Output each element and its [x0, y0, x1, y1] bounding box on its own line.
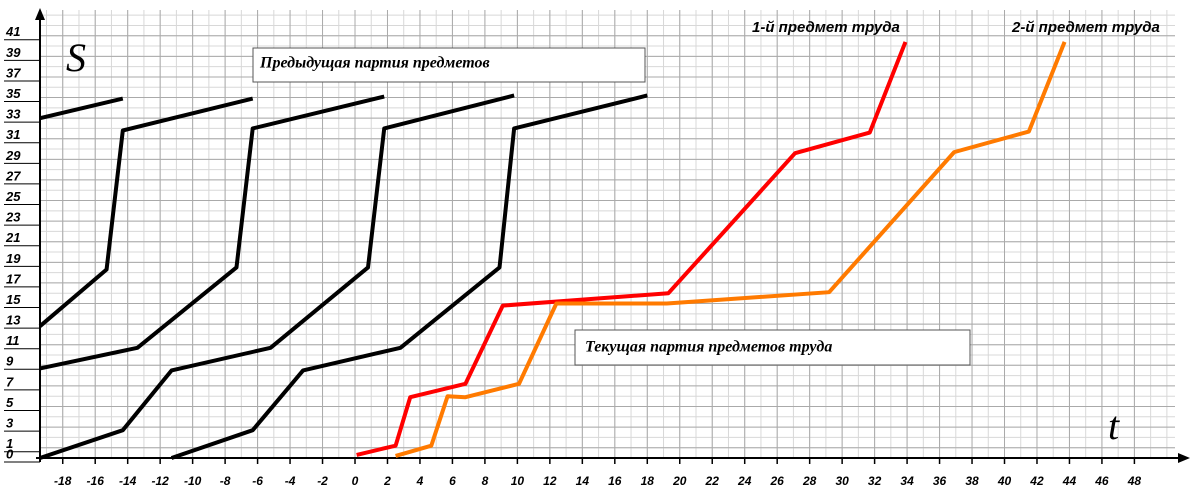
- x-tick-label: -10: [184, 474, 202, 488]
- y-tick-label: 7: [6, 374, 14, 389]
- series-line: [356, 41, 908, 457]
- y-tick-label: 23: [5, 210, 21, 225]
- y-tick-label: 17: [6, 271, 21, 286]
- x-tick-label: -6: [252, 474, 263, 488]
- y-tick-label: 33: [6, 107, 21, 122]
- y-tick-label: 21: [5, 230, 20, 245]
- x-tick-label: 22: [705, 474, 720, 488]
- x-tick-label: -2: [317, 474, 328, 488]
- x-tick-label: 32: [868, 474, 882, 488]
- x-tick-label: 38: [965, 474, 979, 488]
- x-tick-label: -4: [285, 474, 296, 488]
- x-tick-label: 16: [608, 474, 622, 488]
- x-tick-label: 6: [449, 474, 456, 488]
- series-line: [39, 96, 124, 121]
- x-tick-label: 2: [383, 474, 391, 488]
- y-tick-label: 1: [6, 436, 13, 451]
- x-tick-label: -12: [151, 474, 169, 488]
- annotation-box: [574, 329, 971, 366]
- series-line: [39, 93, 515, 460]
- y-tick-label: 35: [6, 86, 21, 101]
- x-tick-label: 42: [1029, 474, 1044, 488]
- y-tick-label: 5: [6, 395, 14, 410]
- y-tick-label: 19: [6, 251, 21, 266]
- x-tick-label: 18: [641, 474, 655, 488]
- x-tick-label: 10: [511, 474, 525, 488]
- x-axis-arrow: [1178, 453, 1190, 463]
- series-label: 1-й предмет труда: [752, 19, 900, 36]
- x-tick-label: 8: [482, 474, 489, 488]
- y-tick-label: 27: [5, 168, 21, 183]
- x-tick-label: 26: [770, 474, 785, 488]
- x-tick-label: -14: [119, 474, 137, 488]
- axis-label: S: [66, 35, 86, 80]
- x-tick-label: 48: [1127, 474, 1142, 488]
- x-tick-label: 20: [672, 474, 687, 488]
- y-tick-label: 15: [6, 292, 21, 307]
- y-tick-label: 39: [6, 45, 21, 60]
- x-tick-label: 30: [835, 474, 849, 488]
- x-tick-label: 40: [997, 474, 1012, 488]
- y-axis-arrow: [35, 8, 45, 20]
- series-line: [170, 93, 648, 460]
- x-tick-label: -18: [54, 474, 72, 488]
- x-tick-label: 14: [576, 474, 590, 488]
- y-tick-label: 31: [6, 127, 20, 142]
- annotation-box: [252, 47, 646, 83]
- y-tick-label: 9: [6, 354, 14, 369]
- y-tick-label: 11: [6, 333, 20, 348]
- x-tick-label: 36: [933, 474, 947, 488]
- annotation: Текущая партия предметов труда: [585, 339, 832, 356]
- y-tick-label: 25: [5, 189, 21, 204]
- x-tick-label: 4: [416, 474, 424, 488]
- x-tick-label: 34: [900, 474, 914, 488]
- series-label: 2-й предмет труда: [1011, 19, 1160, 36]
- y-tick-label: 3: [6, 416, 14, 431]
- y-tick-label: 0: [6, 446, 14, 461]
- x-tick-label: 46: [1094, 474, 1109, 488]
- x-tick-label: -16: [87, 474, 105, 488]
- x-tick-label: 0: [352, 474, 359, 488]
- y-tick-label: 13: [6, 313, 21, 328]
- x-tick-label: 24: [737, 474, 752, 488]
- x-tick-label: 12: [543, 474, 557, 488]
- y-tick-label: 41: [5, 24, 20, 39]
- x-tick-label: 28: [802, 474, 817, 488]
- y-tick-label: 37: [6, 65, 21, 80]
- series-line: [395, 41, 1067, 458]
- series-line: [38, 96, 254, 328]
- series-line: [39, 94, 385, 371]
- axis-label: t: [1108, 403, 1120, 448]
- y-tick-label: 29: [5, 148, 21, 163]
- annotation: Предыдущая партия предметов: [259, 55, 490, 72]
- x-tick-label: 44: [1062, 474, 1077, 488]
- x-tick-label: -8: [220, 474, 231, 488]
